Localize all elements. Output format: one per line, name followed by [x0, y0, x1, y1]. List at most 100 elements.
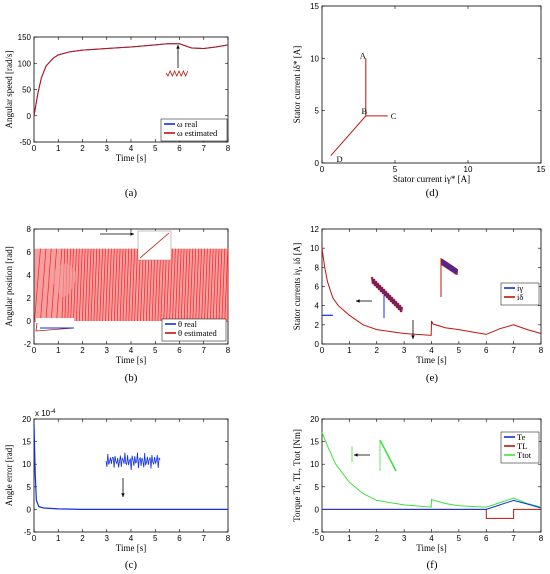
inset-zoom-line: [139, 232, 170, 259]
y-tick-label: 0: [27, 112, 32, 121]
x-tick-label: 3: [105, 144, 110, 153]
y-tick-label: 8: [315, 263, 320, 272]
x-tick-label: 6: [177, 144, 182, 153]
panel-caption: (b): [125, 372, 138, 384]
x-tick-label: 8: [226, 346, 231, 355]
x-tick-label: 0: [32, 346, 37, 355]
x-tick-label: 10: [464, 165, 473, 174]
x-tick-label: 6: [484, 346, 489, 355]
y-tick-label: 20: [22, 415, 31, 424]
legend-label: iγ: [517, 283, 523, 293]
x-tick-label: 1: [56, 534, 61, 543]
legend-box: [161, 318, 227, 342]
point-label: A: [360, 50, 367, 60]
x-tick-label: 2: [375, 346, 380, 355]
inset-zoom-oscillation: [165, 70, 189, 77]
y-tick-label: 0: [315, 505, 320, 514]
x-axis-label: Time [s]: [116, 153, 146, 163]
inset-zoom-box-2: [36, 318, 74, 334]
x-tick-label: 5: [153, 346, 158, 355]
axis-exponent-power: -4: [50, 409, 56, 415]
x-axis-label: Time [s]: [116, 355, 146, 365]
y-tick-label: 0: [315, 159, 320, 168]
x-tick-label: 0: [320, 346, 325, 355]
x-axis-label: Time [s]: [116, 543, 146, 553]
y-axis-label: Angular speed [rad/s]: [4, 51, 14, 129]
y-tick-label: 2: [315, 321, 320, 330]
y-tick-label: 15: [310, 2, 319, 11]
inset-zoom-line-2: [35, 322, 75, 332]
x-axis-label: Time [s]: [416, 543, 446, 553]
x-tick-label: 6: [484, 534, 489, 543]
annotation-arrowhead: [356, 299, 360, 303]
x-tick-label: 2: [375, 534, 380, 543]
legend-label: TL: [517, 441, 527, 451]
plot-frame: [33, 418, 229, 533]
y-tick-label: -5: [312, 528, 320, 537]
legend-box: [160, 118, 228, 142]
y-tick-label: -2: [24, 340, 32, 349]
legend-label: θ real: [178, 319, 198, 329]
inset-zoom-line: [379, 439, 397, 472]
inset-zoom-band-2-blue: [441, 258, 458, 275]
x-tick-label: 1: [56, 144, 61, 153]
legend-label: ω real: [177, 119, 198, 129]
annotation-arrowhead: [411, 335, 415, 339]
x-tick-label: 3: [105, 534, 110, 543]
y-tick-label: 15: [310, 438, 319, 447]
point-label: C: [391, 111, 397, 121]
legend-label: iδ: [517, 292, 523, 302]
series-line-omega-estimated: [33, 43, 229, 116]
x-tick-label: 7: [511, 346, 516, 355]
y-axis-label: Angle error [rad]: [4, 445, 14, 506]
x-tick-label: 7: [202, 534, 207, 543]
inset-zoom-band-1-blue: [371, 276, 403, 313]
x-tick-label: 15: [537, 165, 546, 174]
series-line-t-tot: [321, 432, 542, 508]
x-tick-label: 3: [402, 346, 407, 355]
inset-zoom-noise: [105, 452, 161, 471]
x-tick-label: 7: [202, 346, 207, 355]
x-tick-label: 4: [129, 534, 134, 543]
annotation-arrowhead: [354, 453, 358, 457]
y-tick-label: 8: [27, 225, 32, 234]
x-tick-label: 1: [56, 346, 61, 355]
x-tick-label: 2: [80, 346, 85, 355]
x-tick-label: 4: [129, 346, 134, 355]
y-axis-label: Angular position [rad]: [4, 246, 14, 326]
point-label: B: [362, 106, 368, 116]
legend-label: ω estimated: [177, 128, 218, 138]
y-tick-label: 4: [315, 302, 320, 311]
y-tick-label: 0: [315, 340, 320, 349]
y-tick-label: -5: [24, 528, 32, 537]
legend-label: Ttot: [517, 450, 532, 460]
x-tick-label: 5: [457, 346, 462, 355]
x-tick-label: 3: [105, 346, 110, 355]
x-tick-label: 6: [177, 534, 182, 543]
y-tick-label: 10: [310, 460, 319, 469]
y-tick-label: 0: [27, 505, 32, 514]
x-tick-label: 8: [226, 144, 231, 153]
x-axis-label: Stator current iγ* [A]: [393, 174, 470, 184]
x-tick-label: 0: [320, 534, 325, 543]
x-tick-label: 5: [457, 534, 462, 543]
panel-caption: (e): [426, 372, 439, 384]
legend-label: θ estimated: [178, 328, 218, 338]
point-label: D: [336, 154, 342, 164]
x-tick-label: 5: [153, 144, 158, 153]
panel-d: 0 5 10 15 0 5 10 15 Stator current iγ* [A] Stator…: [292, 2, 546, 199]
y-tick-label: 12: [310, 225, 319, 234]
panel-caption: (d): [426, 187, 439, 199]
y-tick-label: 5: [315, 107, 320, 116]
y-axis-label: Stator current iδ* [A]: [292, 46, 302, 123]
x-tick-label: 7: [202, 144, 207, 153]
annotation-arrowhead: [121, 493, 125, 497]
x-axis-label: Time [s]: [416, 355, 446, 365]
x-tick-label: 1: [347, 534, 352, 543]
panel-caption: (c): [125, 559, 138, 571]
